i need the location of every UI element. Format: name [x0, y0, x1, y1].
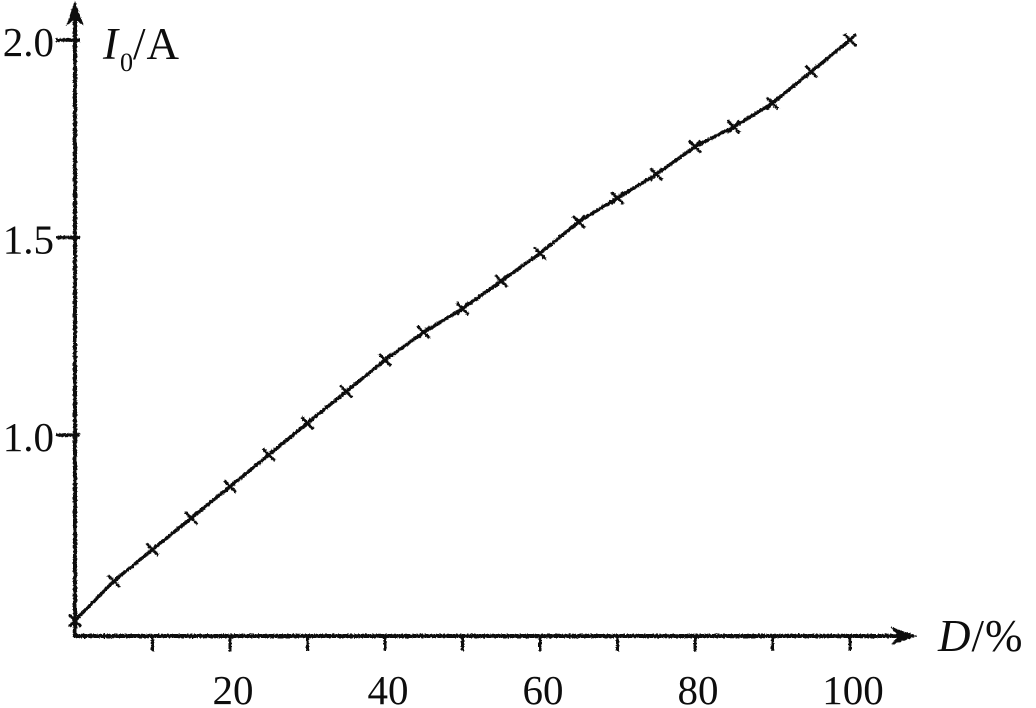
marker-stroke	[455, 301, 470, 316]
marker-stroke	[261, 447, 276, 462]
data-point-marker	[571, 214, 586, 229]
marker-stroke	[533, 246, 547, 261]
x-axis-symbol: D	[938, 611, 972, 661]
data-point-marker	[649, 167, 664, 182]
data-point-marker	[726, 119, 741, 134]
data-point-marker	[223, 479, 237, 494]
x-axis-ticks	[151, 636, 852, 651]
x-axis-arrow-icon	[891, 627, 917, 645]
marker-stroke	[184, 510, 199, 525]
data-point-marker	[843, 33, 857, 47]
data-point-marker	[416, 325, 431, 340]
data-point-marker	[533, 246, 547, 261]
data-point-marker	[184, 510, 199, 525]
data-point-marker	[804, 64, 819, 79]
marker-stroke	[765, 96, 780, 111]
data-point-marker	[455, 301, 470, 316]
marker-stroke	[378, 352, 392, 367]
y-tick-labels: 1.0 1.5 2.0	[3, 19, 54, 460]
x-axis-unit: /%	[971, 611, 1024, 661]
data-point-marker	[261, 447, 276, 462]
marker-stroke	[843, 33, 857, 47]
x-tick-labels: 20 40 60 80 100	[213, 667, 884, 708]
y-axis-unit: /A	[133, 19, 181, 69]
marker-stroke	[726, 119, 741, 134]
marker-stroke	[804, 64, 819, 79]
data-point-markers	[68, 33, 857, 628]
marker-stroke	[145, 542, 160, 557]
marker-stroke	[494, 273, 509, 288]
marker-stroke	[300, 416, 315, 431]
x-tick-label: 40	[368, 667, 409, 708]
data-point-marker	[145, 542, 160, 557]
data-point-marker	[765, 96, 780, 111]
data-point-marker	[106, 574, 121, 589]
data-point-marker	[688, 139, 702, 154]
marker-stroke	[223, 479, 237, 494]
data-point-marker	[378, 352, 392, 367]
y-tick-label: 2.0	[3, 19, 54, 65]
plot-ink	[56, 1, 917, 651]
marker-stroke	[649, 167, 664, 182]
data-point-marker	[494, 273, 509, 288]
y-axis-label: I0/A	[103, 18, 181, 77]
y-axis-subscript: 0	[120, 48, 135, 77]
marker-stroke	[339, 384, 354, 399]
x-tick-label: 20	[213, 667, 254, 708]
x-tick-label: 80	[678, 667, 719, 708]
data-point-marker	[610, 191, 625, 205]
x-tick-label: 60	[523, 667, 564, 708]
marker-stroke	[571, 214, 586, 229]
marker-stroke	[688, 139, 702, 154]
data-point-marker	[300, 416, 315, 431]
data-point-marker	[68, 613, 82, 628]
marker-stroke	[106, 574, 121, 589]
y-tick-label: 1.0	[3, 414, 54, 460]
y-axis-arrow-icon	[66, 1, 84, 26]
data-point-marker	[339, 384, 354, 399]
y-tick-label: 1.5	[3, 217, 54, 263]
marker-stroke	[68, 613, 82, 628]
y-axis-ticks	[56, 38, 80, 437]
x-axis-label: D/%	[938, 610, 1024, 662]
x-tick-label: 100	[822, 667, 884, 708]
y-axis-symbol: I	[103, 19, 119, 69]
marker-stroke	[416, 325, 431, 340]
marker-stroke	[610, 191, 625, 205]
